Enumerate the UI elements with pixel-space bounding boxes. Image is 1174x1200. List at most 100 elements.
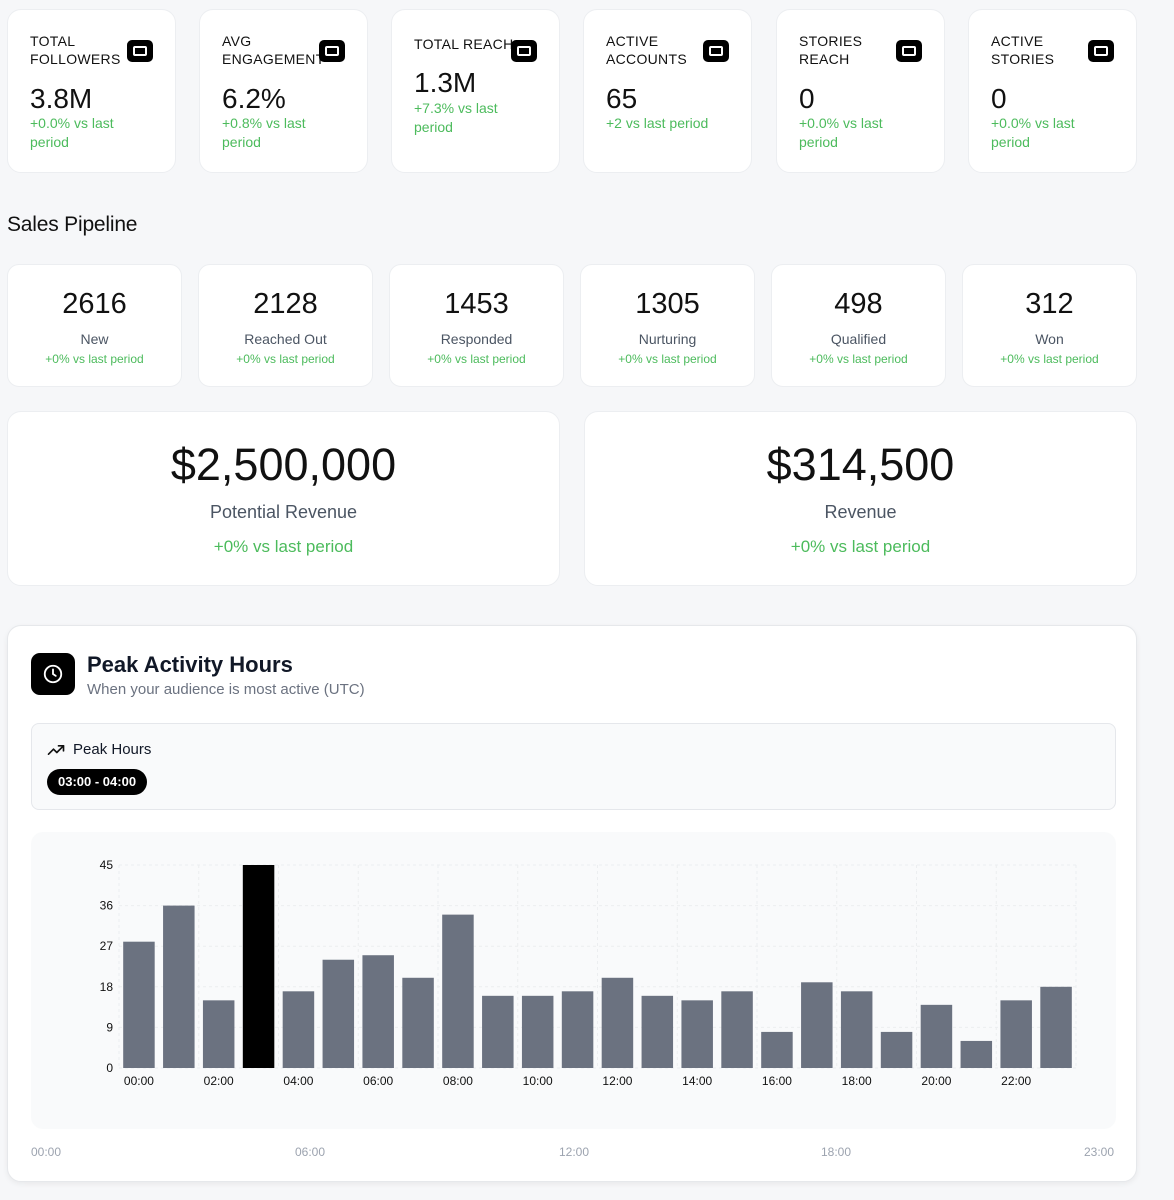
metric-title: ACTIVE STORIES — [991, 33, 1055, 67]
x-tick-label: 10:00 — [523, 1074, 553, 1088]
bar[interactable] — [521, 995, 554, 1068]
bar[interactable] — [601, 977, 634, 1068]
pipeline-stage-card: 498 Qualified +0% vs last period — [771, 264, 946, 387]
revenue-change: +0% vs last period — [790, 537, 931, 556]
bar[interactable] — [163, 905, 195, 1068]
bar[interactable] — [721, 991, 753, 1068]
bar[interactable] — [1000, 1000, 1032, 1068]
x-tick-label: 00:00 — [124, 1074, 154, 1088]
bar[interactable] — [1040, 986, 1072, 1068]
revenue-value: $2,500,000 — [170, 439, 397, 490]
panel-subtitle: When your audience is most active (UTC) — [87, 681, 365, 698]
bar[interactable] — [123, 941, 155, 1068]
monitor-icon — [127, 40, 153, 62]
bar[interactable] — [561, 991, 594, 1068]
stage-label: Nurturing — [638, 331, 697, 347]
x-tick-label: 02:00 — [204, 1074, 234, 1088]
stage-change: +0% vs last period — [1000, 352, 1099, 366]
stage-label: Reached Out — [244, 331, 327, 347]
bar[interactable] — [880, 1031, 913, 1068]
stage-count: 2616 — [62, 288, 127, 320]
clock-icon — [31, 653, 75, 695]
x-tick-label: 08:00 — [443, 1074, 473, 1088]
bar[interactable] — [840, 991, 873, 1068]
metric-title: TOTAL REACH — [414, 36, 514, 52]
stage-change: +0% vs last period — [45, 352, 144, 366]
pipeline-stage-card: 2128 Reached Out +0% vs last period — [198, 264, 373, 387]
revenue-label: Revenue — [824, 502, 897, 522]
peak-hours-badge: 03:00 - 04:00 — [47, 769, 148, 795]
x-tick-label: 14:00 — [682, 1074, 712, 1088]
bar[interactable] — [960, 1040, 993, 1068]
peak-activity-panel: Peak Activity Hours When your audience i… — [7, 625, 1137, 1182]
x-tick-label: 22:00 — [1001, 1074, 1031, 1088]
bar[interactable] — [681, 1000, 713, 1068]
metric-card: ACTIVE ACCOUNTS 65 +2 vs last period — [583, 9, 752, 173]
metric-card: STORIES REACH 0 +0.0% vs last period — [776, 9, 945, 173]
stage-label: New — [80, 331, 109, 347]
monitor-icon — [896, 40, 922, 62]
x-tick-label: 12:00 — [602, 1074, 632, 1088]
y-tick-label: 27 — [100, 939, 114, 953]
x-tick-label: 20:00 — [921, 1074, 951, 1088]
peak-bar[interactable] — [242, 865, 275, 1068]
revenue-change: +0% vs last period — [213, 537, 354, 556]
pipeline-stage-card: 1453 Responded +0% vs last period — [389, 264, 564, 387]
bar[interactable] — [362, 955, 394, 1068]
x-tick-label: 06:00 — [363, 1074, 393, 1088]
activity-bar-chart: 0 9 18 27 36 45 00:00 02:00 04:00 06:00 08:00 10:00… — [100, 858, 1077, 1088]
bar[interactable] — [801, 982, 833, 1068]
metric-value: 65 — [606, 83, 638, 114]
x-tick-label: 16:00 — [762, 1074, 792, 1088]
metric-value: 0 — [991, 83, 1007, 114]
revenue-label: Potential Revenue — [209, 502, 358, 522]
section-title: Sales Pipeline — [7, 213, 138, 236]
peak-hours-label: Peak Hours — [73, 741, 152, 758]
stage-count: 498 — [834, 288, 883, 320]
stage-change: +0% vs last period — [236, 352, 335, 366]
bar[interactable] — [402, 977, 434, 1068]
monitor-icon — [511, 40, 537, 62]
panel-title: Peak Activity Hours — [87, 652, 293, 677]
stage-count: 1453 — [444, 288, 509, 320]
y-tick-label: 45 — [100, 858, 114, 872]
metric-card: AVG ENGAGEMENT 6.2% +0.8% vs last period — [199, 9, 368, 173]
y-tick-label: 9 — [106, 1020, 113, 1034]
bar[interactable] — [442, 914, 474, 1068]
metric-title: ACTIVE ACCOUNTS — [606, 33, 687, 67]
bar[interactable] — [761, 1031, 793, 1068]
metric-value: 0 — [799, 83, 815, 114]
bar[interactable] — [282, 991, 315, 1068]
metric-change: +0.8% vs last period — [222, 115, 306, 150]
metric-card: TOTAL FOLLOWERS 3.8M +0.0% vs last period — [7, 9, 176, 173]
metric-card: ACTIVE STORIES 0 +0.0% vs last period — [968, 9, 1137, 173]
bottom-axis-label: 06:00 — [295, 1145, 326, 1159]
metric-change: +0.0% vs last period — [799, 115, 883, 150]
stage-change: +0% vs last period — [427, 352, 526, 366]
bar[interactable] — [920, 1004, 953, 1068]
bottom-axis-label: 12:00 — [559, 1145, 590, 1159]
bar[interactable] — [641, 995, 674, 1068]
potential-revenue-card: $2,500,000 Potential Revenue +0% vs last p… — [7, 411, 560, 586]
peak-hours-box: Peak Hours 03:00 - 04:00 — [31, 723, 1116, 810]
pipeline-stage-card: 2616 New +0% vs last period — [7, 264, 182, 387]
monitor-icon — [1088, 40, 1114, 62]
bottom-axis-label: 23:00 — [1084, 1145, 1115, 1159]
monitor-icon — [703, 40, 729, 62]
bar[interactable] — [482, 995, 514, 1068]
bar[interactable] — [322, 959, 355, 1068]
stage-label: Responded — [440, 331, 513, 347]
bottom-axis-label: 18:00 — [821, 1145, 852, 1159]
metric-change: +0.0% vs last period — [30, 115, 114, 150]
activity-chart: 0 9 18 27 36 45 00:00 02:00 04:00 06:00 08:00 10:00… — [31, 832, 1116, 1129]
revenue-value: $314,500 — [766, 439, 955, 490]
monitor-icon — [319, 40, 345, 62]
metric-title: AVG ENGAGEMENT — [222, 33, 325, 67]
metric-change: +2 vs last period — [606, 115, 709, 131]
revenue-card: $314,500 Revenue +0% vs last period — [584, 411, 1137, 586]
metric-title: TOTAL FOLLOWERS — [30, 33, 121, 67]
stage-label: Won — [1035, 331, 1064, 347]
metric-value: 1.3M — [414, 67, 477, 98]
bar[interactable] — [202, 1000, 235, 1068]
stage-change: +0% vs last period — [809, 352, 908, 366]
